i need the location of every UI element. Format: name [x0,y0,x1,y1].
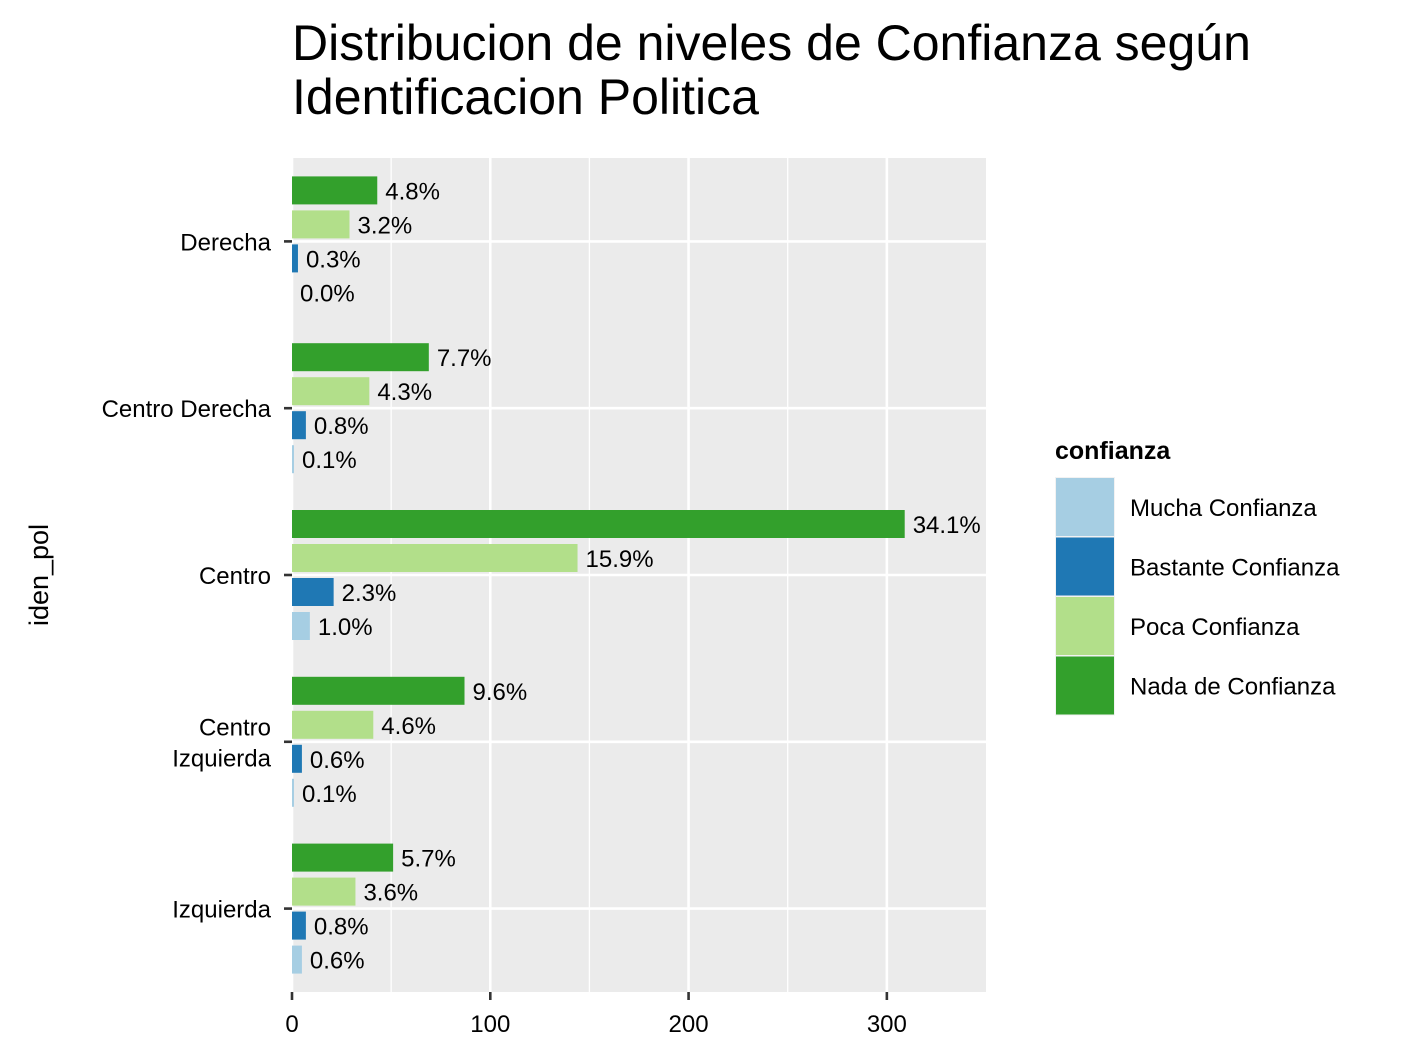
legend-title: confianza [1055,437,1171,465]
bar-value-label: 0.6% [310,948,365,975]
bar [292,176,378,205]
legend-entry-label: Mucha Confianza [1130,495,1317,522]
bar-value-label: 9.6% [473,679,528,706]
legend-swatch [1056,656,1114,715]
x-tick-label: 200 [669,1011,709,1038]
legend-swatch [1056,597,1114,655]
bar-value-label: 0.3% [306,246,361,273]
bar [292,411,306,440]
bar [292,544,578,572]
y-tick-label: Derecha [180,229,271,256]
bar-value-label: 4.3% [377,379,432,406]
bar [292,778,294,807]
bar-value-label: 3.2% [358,212,413,239]
bar [292,510,905,538]
bar-value-label: 0.1% [302,447,357,474]
bar [292,244,298,273]
y-axis-title: iden_pol [24,524,54,626]
bar [292,445,294,474]
bar [292,945,302,974]
y-tick-label: Centro [199,563,271,590]
y-tick-label: Centro Izquierda [172,714,271,772]
legend-entry-label: Bastante Confianza [1130,555,1340,582]
chart-title-line-1: Distribucion de niveles de Confianza seg… [292,15,1251,71]
bar-value-label: 0.8% [314,914,369,941]
bar-value-label: 15.9% [586,546,654,573]
x-tick-label: 0 [285,1011,298,1038]
y-tick-label: Centro Derecha [102,396,272,423]
chart-title: Distribucion de niveles de Confianza seg… [292,16,1392,124]
bar-value-label: 2.3% [342,580,397,607]
bar [292,911,306,940]
legend-swatch [1056,537,1114,596]
bar [292,612,310,640]
legend: confianza Mucha Confianza Bastante Confia… [1055,437,1340,716]
bar-value-label: 0.6% [310,747,365,774]
bar-value-label: 1.0% [318,614,373,641]
bar [292,343,429,372]
x-tick-label: 300 [867,1011,907,1038]
x-tick-label: 100 [470,1011,510,1038]
bar [292,676,465,705]
bar-value-label: 4.8% [385,178,440,205]
bar [292,710,374,739]
bars [292,176,905,974]
bar-value-label: 4.6% [381,713,436,740]
bar-value-label: 0.0% [300,280,355,307]
bar [292,578,334,606]
axes: 0 100 200 300 Izquierda Centro Izquierda Centro… [102,229,907,1038]
bar [292,877,356,906]
bar-value-label: 3.6% [363,880,418,907]
bar-value-label: 34.1% [913,512,981,539]
legend-entry-label: Nada de Confianza [1130,674,1336,701]
bar-value-label: 5.7% [401,846,456,873]
bar-value-label: 0.1% [302,781,357,808]
bar [292,377,370,406]
bar [292,210,350,239]
bar-value-label: 7.7% [437,345,492,372]
chart-title-line-2: Identificacion Politica [292,69,759,125]
data-labels: 0.6% 0.1% 1.0% 0.1% 0.0% 0.8% 0.6% 2.3% 0.8% 0.3%… [300,178,981,974]
legend-swatch [1056,478,1114,536]
bar [292,843,394,872]
legend-entry-label: Poca Confianza [1130,614,1300,641]
bar-value-label: 0.8% [314,413,369,440]
bar [292,744,302,773]
y-tick-label: Izquierda [172,897,271,924]
